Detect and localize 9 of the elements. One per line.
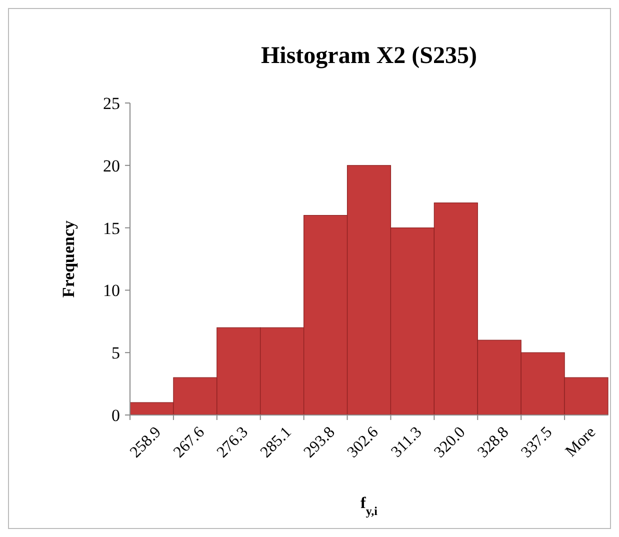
y-tick-label: 10 [103, 281, 120, 300]
chart-title: Histogram X2 (S235) [261, 43, 477, 69]
y-tick-label: 25 [103, 94, 120, 113]
y-tick-label: 0 [112, 406, 120, 425]
y-tick-label: 15 [103, 218, 120, 238]
y-tick-label: 5 [112, 344, 120, 363]
y-tick-label: 20 [103, 156, 120, 176]
y-axis-title: Frequency [59, 220, 78, 298]
x-axis-title: f$_{y,i}$ [360, 495, 378, 518]
